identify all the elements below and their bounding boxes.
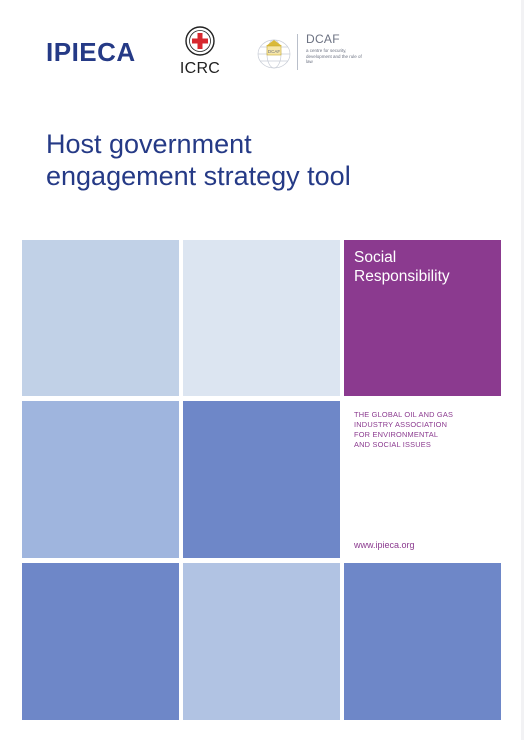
website-link[interactable]: www.ipieca.org	[354, 540, 415, 550]
grid-tile	[22, 240, 179, 396]
ipieca-logo: IPIECA	[46, 37, 136, 67]
association-line-4: AND SOCIAL ISSUES	[354, 440, 432, 449]
grid-tile	[344, 563, 501, 720]
red-cross-emblem-icon	[185, 26, 215, 56]
svg-text:DCAF: DCAF	[268, 49, 281, 54]
grid-tile	[183, 401, 340, 558]
grid-tile	[183, 563, 340, 720]
association-text: THE GLOBAL OIL AND GAS INDUSTRY ASSOCIAT…	[354, 410, 494, 450]
icrc-label: ICRC	[179, 60, 221, 77]
dcaf-divider	[297, 34, 298, 70]
dcaf-tagline: a centre for security, development and t…	[306, 48, 362, 64]
title-line-2: engagement strategy tool	[46, 161, 351, 191]
page-edge	[521, 0, 524, 740]
series-label-line-1: Social	[354, 249, 397, 266]
dcaf-globe-icon: DCAF	[257, 39, 291, 69]
title-line-1: Host government	[46, 129, 252, 159]
association-line-3: FOR ENVIRONMENTAL	[354, 430, 439, 439]
association-line-1: THE GLOBAL OIL AND GAS	[354, 410, 454, 419]
series-panel: Social Responsibility	[344, 240, 501, 396]
series-label-line-2: Responsibility	[354, 268, 450, 285]
dcaf-name: DCAF	[306, 32, 340, 46]
grid-tile	[183, 240, 340, 396]
dcaf-logo: DCAF DCAF a centre for security, develop…	[256, 32, 366, 76]
icrc-logo: ICRC	[176, 26, 224, 80]
series-label: Social Responsibility	[354, 248, 494, 286]
grid-tile	[22, 563, 179, 720]
association-line-2: INDUSTRY ASSOCIATION	[354, 420, 448, 429]
document-title: Host government engagement strategy tool	[46, 128, 486, 192]
grid-tile	[22, 401, 179, 558]
